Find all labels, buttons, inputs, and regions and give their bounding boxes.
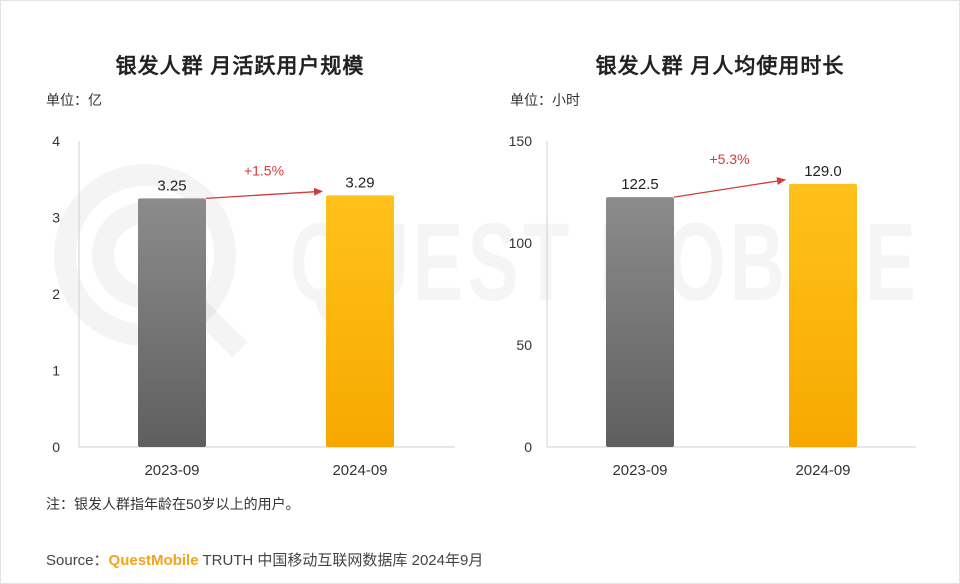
x-tick-label-mau: 2024-09 <box>332 462 387 479</box>
y-tick-label-mau: 1 <box>52 363 60 379</box>
growth-label-mau: +1.5% <box>244 162 284 178</box>
x-tick-label-usage-time: 2023-09 <box>612 462 667 479</box>
y-tick-label-usage-time: 100 <box>509 235 533 251</box>
y-tick-label-mau: 3 <box>52 210 60 226</box>
bar-usage-time-2024-09 <box>789 183 857 447</box>
growth-arrow-mau <box>205 187 323 200</box>
source-brand: QuestMobile <box>108 552 199 569</box>
chart-title-usage-time: 银发人群 月人均使用时长 <box>595 55 845 78</box>
chart-title-mau: 银发人群 月活跃用户规模 <box>115 55 365 78</box>
y-tick-label-mau: 0 <box>52 439 60 455</box>
source-suffix: TRUTH 中国移动互联网数据库 2024年9月 <box>198 552 484 569</box>
x-tick-label-usage-time: 2024-09 <box>795 462 850 479</box>
y-tick-label-usage-time: 150 <box>509 133 533 149</box>
x-tick-label-mau: 2023-09 <box>144 462 199 479</box>
value-label-usage-time: 129.0 <box>804 163 842 180</box>
value-label-mau: 3.25 <box>157 177 186 194</box>
y-tick-label-usage-time: 50 <box>516 337 532 353</box>
source-prefix: Source： <box>46 552 109 569</box>
y-tick-label-usage-time: 0 <box>524 439 532 455</box>
growth-label-usage-time: +5.3% <box>709 151 749 167</box>
bar-mau-2024-09 <box>326 195 394 447</box>
y-tick-label-mau: 4 <box>52 133 60 149</box>
y-tick-label-mau: 2 <box>52 286 60 302</box>
growth-arrow-usage-time <box>673 177 786 198</box>
value-label-mau: 3.29 <box>345 174 374 191</box>
value-label-usage-time: 122.5 <box>621 176 659 193</box>
bar-usage-time-2023-09 <box>606 197 674 447</box>
footnote: 注：银发人群指年龄在50岁以上的用户。 <box>46 496 300 512</box>
bar-mau-2023-09 <box>138 198 206 447</box>
unit-label-usage-time: 单位：小时 <box>510 92 580 108</box>
source-line: Source：QuestMobile TRUTH 中国移动互联网数据库 2024… <box>46 549 483 570</box>
unit-label-mau: 单位：亿 <box>46 92 102 108</box>
